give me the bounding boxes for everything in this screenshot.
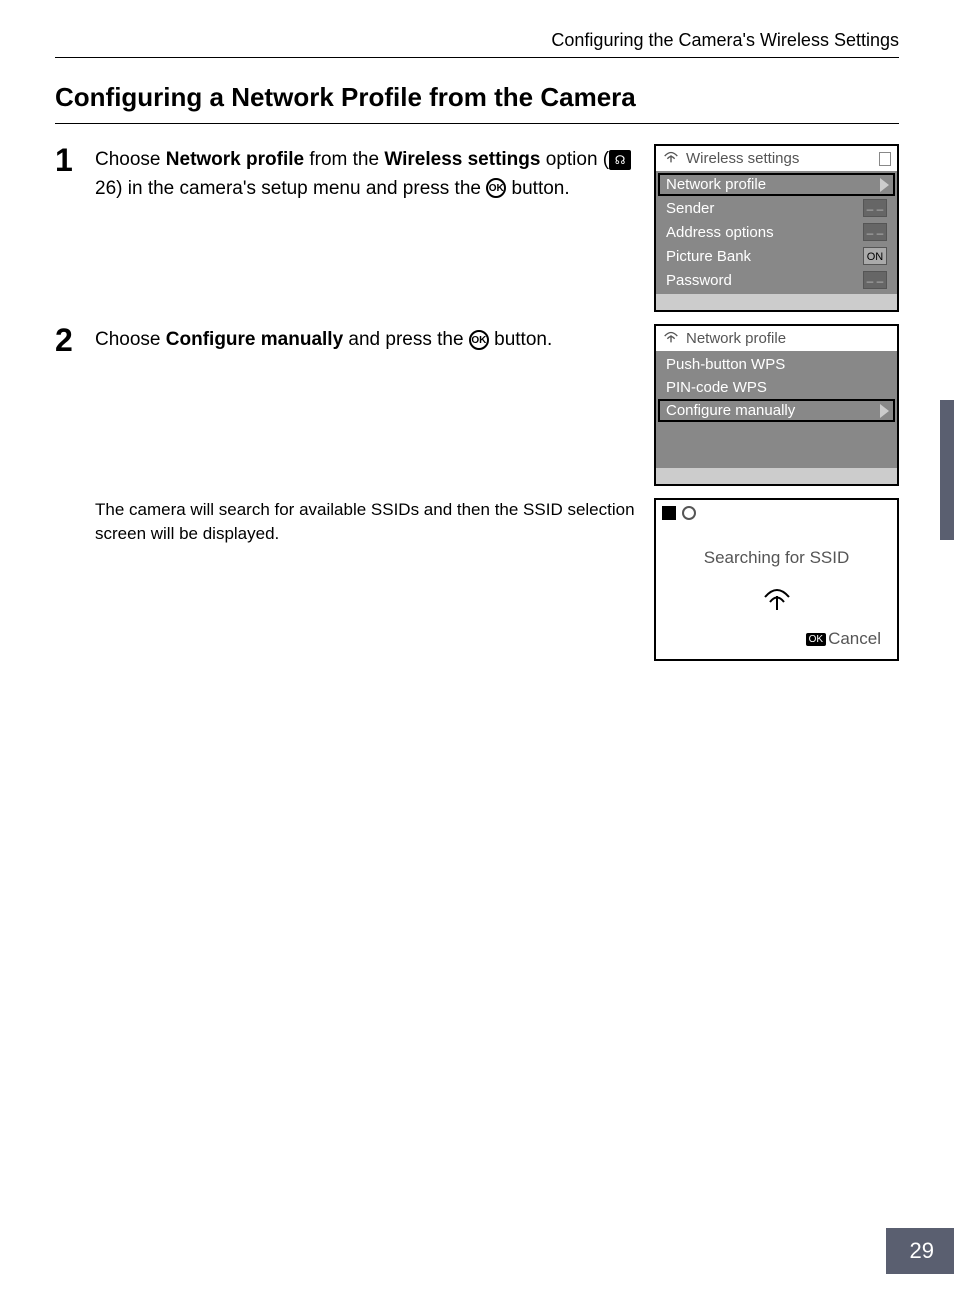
- menu-item-sender[interactable]: Sender – –: [658, 196, 895, 220]
- ok-button-icon: OK: [486, 178, 506, 198]
- menu-list: Network profile Sender – – Address optio…: [656, 171, 897, 294]
- menu-item-configure-manually[interactable]: Configure manually: [658, 399, 895, 422]
- menu-item-empty: [658, 444, 895, 466]
- menu-value: – –: [863, 271, 887, 289]
- screen-footer: [656, 294, 897, 310]
- menu-label: Sender: [666, 200, 714, 217]
- menu-item-password[interactable]: Password – –: [658, 268, 895, 292]
- menu-item-network-profile[interactable]: Network profile: [658, 173, 895, 196]
- wifi-icon: [662, 330, 680, 347]
- chevron-right-icon: [880, 178, 889, 192]
- step-2-note-row: The camera will search for available SSI…: [55, 498, 899, 661]
- cancel-row: OKCancel: [662, 629, 891, 653]
- text: and press the: [343, 329, 469, 350]
- menu-label: Picture Bank: [666, 248, 751, 265]
- text: button.: [506, 178, 569, 199]
- menu-item-pin-code-wps[interactable]: PIN-code WPS: [658, 376, 895, 399]
- ok-button-icon: OK: [469, 330, 489, 350]
- screen-title: Wireless settings: [686, 150, 799, 167]
- menu-value: ON: [863, 247, 887, 265]
- side-tab: [940, 400, 954, 540]
- wifi-icon: [662, 586, 891, 619]
- page-number: 29: [886, 1228, 954, 1274]
- screen-title-bar: Wireless settings: [656, 146, 897, 171]
- menu-value: – –: [863, 223, 887, 241]
- reference-icon: ☊: [609, 150, 631, 170]
- camera-screen-searching: Searching for SSID OKCancel: [654, 498, 899, 661]
- step-2: 2 Choose Configure manually and press th…: [55, 324, 899, 486]
- menu-list: Push-button WPS PIN-code WPS Configure m…: [656, 351, 897, 468]
- page-ref: 26: [95, 178, 116, 199]
- screen-title-bar: Network profile: [656, 326, 897, 351]
- text: button.: [489, 329, 552, 350]
- step-2-text: Choose Configure manually and press the …: [95, 324, 654, 355]
- screen-top-icons: [662, 506, 891, 520]
- step-number: 2: [55, 324, 95, 356]
- menu-item-empty: [658, 422, 895, 444]
- menu-value: – –: [863, 199, 887, 217]
- cancel-label[interactable]: Cancel: [828, 629, 881, 648]
- screen-footer: [656, 468, 897, 484]
- battery-icon: [879, 152, 891, 166]
- text: ) in the camera's setup menu and press t…: [116, 178, 486, 199]
- screen-title: Network profile: [686, 330, 786, 347]
- text: Choose: [95, 329, 166, 350]
- wifi-icon: [662, 150, 680, 167]
- step-1-text: Choose Network profile from the Wireless…: [95, 144, 654, 203]
- text-bold: Network profile: [166, 149, 304, 170]
- text: from the: [304, 149, 384, 170]
- step-1: 1 Choose Network profile from the Wirele…: [55, 144, 899, 312]
- menu-item-picture-bank[interactable]: Picture Bank ON: [658, 244, 895, 268]
- menu-label: Configure manually: [666, 402, 795, 419]
- text-bold: Configure manually: [166, 329, 343, 350]
- menu-label: PIN-code WPS: [666, 379, 767, 396]
- step-2-note: The camera will search for available SSI…: [95, 498, 654, 546]
- step-number: 1: [55, 144, 95, 176]
- camera-screen-network-profile: Network profile Push-button WPS PIN-code…: [654, 324, 899, 486]
- menu-item-address-options[interactable]: Address options – –: [658, 220, 895, 244]
- text-bold: Wireless settings: [384, 149, 540, 170]
- menu-label: Push-button WPS: [666, 356, 785, 373]
- page-title: Configuring a Network Profile from the C…: [55, 82, 899, 124]
- breadcrumb: Configuring the Camera's Wireless Settin…: [55, 30, 899, 58]
- text: Choose: [95, 149, 166, 170]
- clock-icon: [682, 506, 696, 520]
- chevron-right-icon: [880, 404, 889, 418]
- menu-item-push-button-wps[interactable]: Push-button WPS: [658, 353, 895, 376]
- camera-screen-wireless-settings: Wireless settings Network profile Sender…: [654, 144, 899, 312]
- ok-badge-icon: OK: [806, 633, 826, 646]
- menu-label: Network profile: [666, 176, 766, 193]
- memory-card-icon: [662, 506, 676, 520]
- text: option (: [540, 149, 609, 170]
- searching-message: Searching for SSID: [662, 548, 891, 568]
- menu-label: Address options: [666, 224, 774, 241]
- menu-label: Password: [666, 272, 732, 289]
